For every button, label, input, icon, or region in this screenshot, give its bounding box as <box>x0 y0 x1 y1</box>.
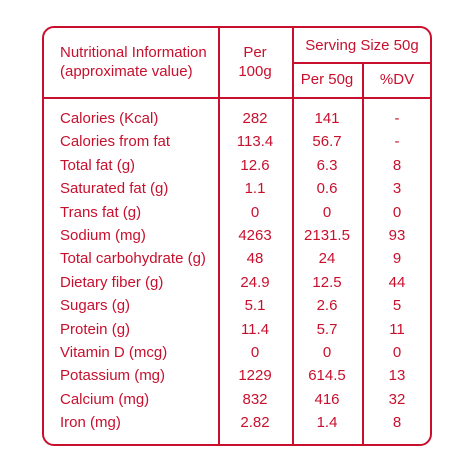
value-per-100g: 282 <box>242 110 268 127</box>
value-dv: 11 <box>389 320 405 338</box>
value-dv: 5 <box>392 297 402 315</box>
divider-col-1 <box>218 28 220 444</box>
value-per-50g: 5.7 <box>316 320 338 338</box>
value-per-50g: 614.5 <box>308 367 346 385</box>
nutrient-name: Dietary fiber (g) <box>60 273 164 291</box>
value-dv: 0 <box>392 203 402 221</box>
table-row: Protein (g) 11.4 5.7 11 <box>44 319 434 342</box>
value-per-50g: 2131.5 <box>304 227 350 244</box>
table-row: Sugars (g) 5.1 2.6 5 <box>44 295 434 318</box>
table-row: Calcium (mg) 832 416 32 <box>44 389 434 412</box>
value-dv: 8 <box>392 156 402 174</box>
header-per-amount: 100g <box>238 63 272 80</box>
table-row: Calories from fat 113.4 56.7 - <box>44 131 434 154</box>
table-row: Iron (mg) 2.82 1.4 8 <box>44 412 434 435</box>
value-per-50g: 24 <box>318 250 336 268</box>
nutrition-table: Nutritional Information (approximate val… <box>42 26 432 446</box>
table-row: Sodium (mg) 4263 2131.5 93 <box>44 225 434 248</box>
divider-col-3 <box>362 62 364 444</box>
nutrient-name: Saturated fat (g) <box>60 180 169 198</box>
value-per-50g: 12.5 <box>312 273 342 291</box>
value-per-50g: 141 <box>314 110 340 127</box>
nutrient-name: Calcium (mg) <box>60 390 150 408</box>
value-per-100g: 0 <box>250 203 260 221</box>
table-row: Total fat (g) 12.6 6.3 8 <box>44 155 434 178</box>
table-row: Trans fat (g) 0 0 0 <box>44 202 434 225</box>
value-per-100g: 24.9 <box>240 273 270 291</box>
value-dv: - <box>394 110 400 127</box>
table-row: Total carbohydrate (g) 48 24 9 <box>44 248 434 271</box>
value-dv: 32 <box>388 390 406 408</box>
value-per-50g: 6.3 <box>316 156 338 174</box>
value-per-100g: 1.1 <box>244 180 266 198</box>
nutrient-name: Iron (mg) <box>60 414 121 432</box>
value-dv: 93 <box>388 227 406 244</box>
nutrient-name: Sodium (mg) <box>60 227 146 244</box>
nutrient-name: Vitamin D (mcg) <box>60 344 168 361</box>
value-per-50g: 1.4 <box>316 414 338 432</box>
value-dv: 13 <box>388 367 406 385</box>
value-per-100g: 0 <box>250 344 260 361</box>
value-dv: 44 <box>388 273 406 291</box>
value-per-50g: 2.6 <box>316 297 338 315</box>
divider-header <box>44 97 432 99</box>
table-row: Calories (Kcal) 282 141 - <box>44 108 434 131</box>
nutrient-name: Sugars (g) <box>60 297 131 315</box>
value-per-50g: 0.6 <box>316 180 338 198</box>
value-per-100g: 1229 <box>238 367 272 385</box>
table-row: Potassium (mg) 1229 614.5 13 <box>44 365 434 388</box>
table-row: Dietary fiber (g) 24.9 12.5 44 <box>44 272 434 295</box>
nutrient-name: Calories (Kcal) <box>60 110 159 127</box>
value-per-100g: 5.1 <box>244 297 266 315</box>
nutrient-name: Calories from fat <box>60 133 171 151</box>
header-per-label: Per <box>243 44 267 61</box>
value-dv: 0 <box>392 344 402 361</box>
value-per-50g: 416 <box>314 390 340 408</box>
nutrient-name: Total fat (g) <box>60 156 136 174</box>
value-per-100g: 11.4 <box>240 320 270 338</box>
nutrient-name: Total carbohydrate (g) <box>60 250 206 268</box>
header-nutrition-subtitle: (approximate value) <box>60 63 193 80</box>
divider-col-2 <box>292 28 294 444</box>
header-serving-size: Serving Size 50g <box>305 37 419 54</box>
table-row: Vitamin D (mcg) 0 0 0 <box>44 342 434 365</box>
nutrient-name: Trans fat (g) <box>60 203 142 221</box>
value-dv: 8 <box>392 414 402 432</box>
header-nutrition-title: Nutritional Information <box>60 44 207 61</box>
nutrient-name: Potassium (mg) <box>60 367 166 385</box>
divider-serving <box>292 62 432 64</box>
value-dv: - <box>394 133 400 151</box>
value-per-100g: 4263 <box>238 227 272 244</box>
value-per-50g: 0 <box>322 203 332 221</box>
nutrient-name: Protein (g) <box>60 320 131 338</box>
value-dv: 3 <box>392 180 402 198</box>
header-dv: %DV <box>379 71 415 88</box>
value-per-50g: 0 <box>322 344 332 361</box>
value-per-100g: 113.4 <box>236 133 274 151</box>
value-dv: 9 <box>392 250 402 268</box>
value-per-100g: 832 <box>242 390 268 408</box>
value-per-100g: 12.6 <box>240 156 270 174</box>
value-per-100g: 2.82 <box>240 414 270 432</box>
header-per-serving: Per 50g <box>300 71 354 88</box>
value-per-50g: 56.7 <box>312 133 342 151</box>
value-per-100g: 48 <box>246 250 264 268</box>
table-row: Saturated fat (g) 1.1 0.6 3 <box>44 178 434 201</box>
